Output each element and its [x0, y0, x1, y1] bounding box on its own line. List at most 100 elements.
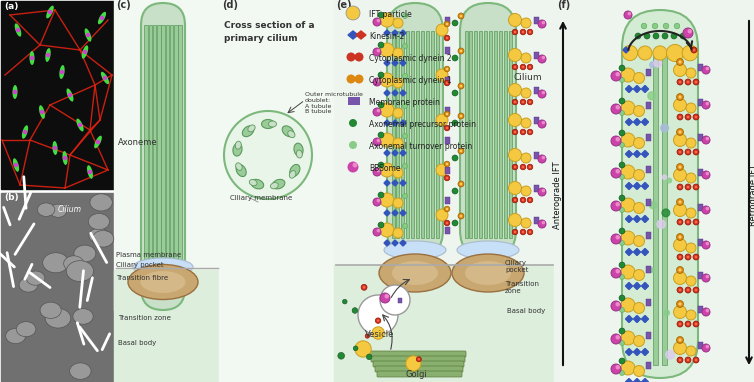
Circle shape — [621, 165, 635, 179]
Circle shape — [677, 114, 683, 120]
Polygon shape — [633, 215, 640, 222]
Text: Anterograde IFT: Anterograde IFT — [553, 161, 562, 229]
Circle shape — [620, 110, 624, 115]
Circle shape — [676, 233, 683, 241]
Ellipse shape — [250, 180, 257, 186]
Circle shape — [458, 113, 464, 119]
Circle shape — [706, 309, 710, 312]
Circle shape — [380, 133, 394, 147]
Circle shape — [529, 199, 532, 201]
Polygon shape — [642, 215, 648, 222]
Circle shape — [620, 371, 624, 376]
Circle shape — [355, 341, 371, 357]
Polygon shape — [392, 210, 398, 216]
Circle shape — [694, 359, 697, 361]
Circle shape — [615, 269, 620, 274]
Circle shape — [23, 130, 27, 134]
Ellipse shape — [90, 194, 112, 211]
Bar — [697, 342, 703, 348]
Circle shape — [529, 166, 532, 168]
Ellipse shape — [233, 143, 242, 156]
Circle shape — [16, 28, 20, 32]
Circle shape — [460, 50, 462, 52]
Circle shape — [508, 113, 522, 126]
Circle shape — [520, 164, 526, 170]
Circle shape — [673, 272, 686, 285]
Circle shape — [460, 183, 462, 185]
Text: (e): (e) — [336, 0, 351, 10]
Circle shape — [380, 43, 394, 57]
Text: primary cilium: primary cilium — [224, 34, 298, 43]
Ellipse shape — [17, 322, 36, 337]
Circle shape — [522, 231, 524, 233]
Bar — [534, 86, 538, 94]
Circle shape — [635, 33, 641, 39]
Circle shape — [373, 108, 381, 116]
Circle shape — [365, 334, 369, 338]
Bar — [334, 0, 554, 382]
Circle shape — [380, 193, 394, 207]
Circle shape — [87, 170, 92, 174]
Bar — [479, 31, 482, 238]
Polygon shape — [392, 240, 398, 246]
Circle shape — [671, 33, 677, 39]
Circle shape — [460, 85, 462, 87]
Bar — [445, 76, 449, 84]
Circle shape — [83, 50, 87, 54]
Circle shape — [694, 323, 697, 325]
Circle shape — [529, 66, 532, 68]
Circle shape — [619, 358, 625, 364]
Circle shape — [521, 53, 531, 63]
Circle shape — [508, 13, 522, 26]
Polygon shape — [642, 183, 648, 189]
FancyBboxPatch shape — [141, 3, 185, 310]
Circle shape — [508, 84, 522, 97]
Circle shape — [615, 365, 620, 369]
Bar — [334, 265, 554, 382]
Circle shape — [686, 68, 696, 78]
Circle shape — [520, 229, 526, 235]
Circle shape — [615, 235, 620, 240]
Circle shape — [393, 108, 403, 118]
Circle shape — [611, 136, 621, 146]
Circle shape — [673, 306, 686, 319]
Bar — [144, 25, 148, 280]
Ellipse shape — [74, 245, 96, 262]
Bar — [534, 117, 538, 123]
Ellipse shape — [94, 136, 102, 148]
Circle shape — [611, 168, 621, 178]
Ellipse shape — [45, 308, 71, 328]
Text: (d): (d) — [222, 0, 238, 10]
Ellipse shape — [81, 45, 88, 59]
Polygon shape — [392, 120, 398, 126]
Circle shape — [694, 221, 697, 223]
Bar — [445, 47, 449, 53]
Bar — [398, 298, 402, 303]
Circle shape — [624, 11, 632, 19]
Text: Cytoplasmic dynein 2: Cytoplasmic dynein 2 — [369, 54, 452, 63]
Circle shape — [611, 334, 621, 344]
Ellipse shape — [76, 118, 84, 131]
Ellipse shape — [235, 141, 241, 149]
Circle shape — [676, 58, 683, 65]
Circle shape — [376, 199, 380, 202]
Circle shape — [619, 98, 625, 104]
Circle shape — [366, 335, 368, 337]
Circle shape — [679, 60, 682, 63]
Text: Membrane protein: Membrane protein — [369, 98, 440, 107]
Circle shape — [375, 318, 381, 323]
Text: Cilium: Cilium — [514, 73, 543, 82]
Circle shape — [673, 168, 686, 181]
Circle shape — [452, 188, 458, 194]
Circle shape — [685, 321, 691, 327]
Text: Transition
zone: Transition zone — [505, 281, 539, 294]
Circle shape — [654, 59, 662, 67]
Text: Basal body: Basal body — [118, 340, 156, 346]
Circle shape — [706, 67, 710, 70]
Circle shape — [452, 155, 458, 161]
Circle shape — [693, 321, 699, 327]
Bar — [445, 16, 449, 24]
Circle shape — [657, 220, 665, 228]
Circle shape — [513, 66, 516, 68]
Circle shape — [373, 168, 381, 176]
